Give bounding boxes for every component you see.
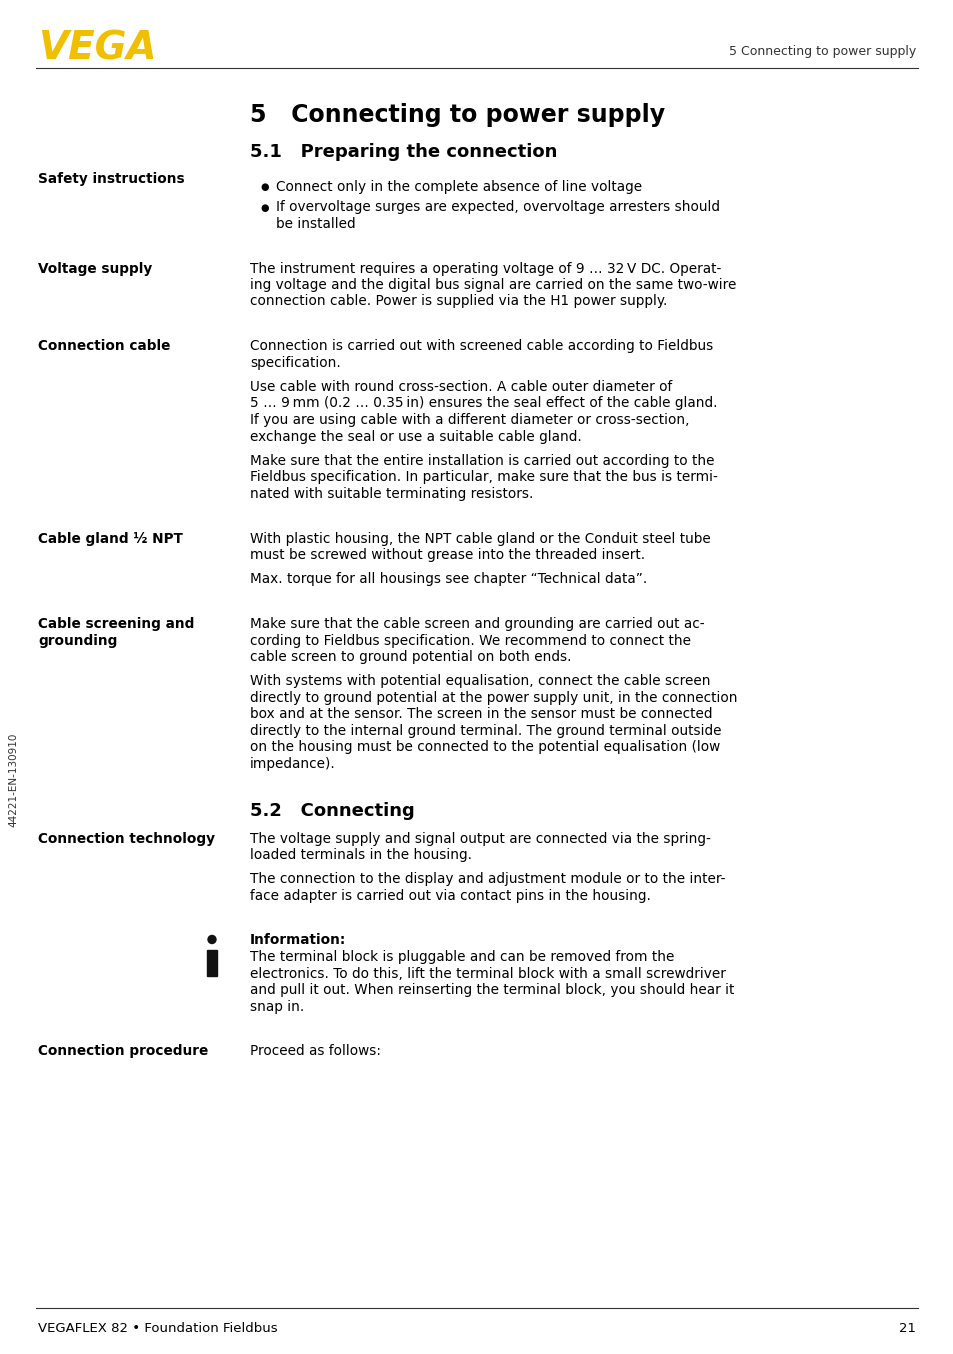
Text: Connection technology: Connection technology <box>38 831 214 845</box>
Text: be installed: be installed <box>275 217 355 232</box>
Text: If you are using cable with a different diameter or cross-section,: If you are using cable with a different … <box>250 413 689 427</box>
Text: and pull it out. When reinserting the terminal block, you should hear it: and pull it out. When reinserting the te… <box>250 983 734 997</box>
Text: Connection is carried out with screened cable according to Fieldbus: Connection is carried out with screened … <box>250 338 713 353</box>
Text: Cable gland ½ NPT: Cable gland ½ NPT <box>38 532 183 546</box>
Text: connection cable. Power is supplied via the H1 power supply.: connection cable. Power is supplied via … <box>250 295 667 309</box>
Text: VEGAFLEX 82 • Foundation Fieldbus: VEGAFLEX 82 • Foundation Fieldbus <box>38 1322 277 1335</box>
Text: cable screen to ground potential on both ends.: cable screen to ground potential on both… <box>250 650 571 663</box>
Text: must be screwed without grease into the threaded insert.: must be screwed without grease into the … <box>250 548 644 562</box>
FancyBboxPatch shape <box>207 949 216 975</box>
Text: 44221-EN-130910: 44221-EN-130910 <box>8 733 18 827</box>
Text: The connection to the display and adjustment module or to the inter-: The connection to the display and adjust… <box>250 872 724 887</box>
Text: directly to the internal ground terminal. The ground terminal outside: directly to the internal ground terminal… <box>250 724 720 738</box>
Text: Connect only in the complete absence of line voltage: Connect only in the complete absence of … <box>275 180 641 194</box>
Text: Information:: Information: <box>250 933 346 948</box>
Text: If overvoltage surges are expected, overvoltage arresters should: If overvoltage surges are expected, over… <box>275 200 720 214</box>
Text: 5   Connecting to power supply: 5 Connecting to power supply <box>250 103 664 127</box>
Text: exchange the seal or use a suitable cable gland.: exchange the seal or use a suitable cabl… <box>250 429 581 444</box>
Circle shape <box>208 936 215 944</box>
Text: 5.1   Preparing the connection: 5.1 Preparing the connection <box>250 144 557 161</box>
Text: Use cable with round cross-section. A cable outer diameter of: Use cable with round cross-section. A ca… <box>250 380 672 394</box>
Text: With plastic housing, the NPT cable gland or the Conduit steel tube: With plastic housing, the NPT cable glan… <box>250 532 710 546</box>
Text: Proceed as follows:: Proceed as follows: <box>250 1044 380 1057</box>
Text: snap in.: snap in. <box>250 999 304 1014</box>
Text: Make sure that the cable screen and grounding are carried out ac-: Make sure that the cable screen and grou… <box>250 617 704 631</box>
Text: 21: 21 <box>898 1322 915 1335</box>
Text: ●: ● <box>260 181 268 192</box>
Text: directly to ground potential at the power supply unit, in the connection: directly to ground potential at the powe… <box>250 691 737 705</box>
Text: Cable screening and: Cable screening and <box>38 617 194 631</box>
Text: Connection cable: Connection cable <box>38 338 171 353</box>
Text: Fieldbus specification. In particular, make sure that the bus is termi-: Fieldbus specification. In particular, m… <box>250 470 717 485</box>
Text: Make sure that the entire installation is carried out according to the: Make sure that the entire installation i… <box>250 454 714 468</box>
Text: box and at the sensor. The screen in the sensor must be connected: box and at the sensor. The screen in the… <box>250 708 712 722</box>
Text: The voltage supply and signal output are connected via the spring-: The voltage supply and signal output are… <box>250 831 710 845</box>
Text: With systems with potential equalisation, connect the cable screen: With systems with potential equalisation… <box>250 674 710 688</box>
Text: ing voltage and the digital bus signal are carried on the same two-wire: ing voltage and the digital bus signal a… <box>250 278 736 292</box>
Text: The terminal block is pluggable and can be removed from the: The terminal block is pluggable and can … <box>250 951 674 964</box>
Text: nated with suitable terminating resistors.: nated with suitable terminating resistor… <box>250 487 533 501</box>
Text: impedance).: impedance). <box>250 757 335 770</box>
Text: 5 Connecting to power supply: 5 Connecting to power supply <box>728 46 915 58</box>
Text: specification.: specification. <box>250 356 340 370</box>
Text: VEGA: VEGA <box>38 28 156 66</box>
Text: The instrument requires a operating voltage of 9 … 32 V DC. Operat-: The instrument requires a operating volt… <box>250 261 720 275</box>
Text: Max. torque for all housings see chapter “Technical data”.: Max. torque for all housings see chapter… <box>250 573 646 586</box>
Text: electronics. To do this, lift the terminal block with a small screwdriver: electronics. To do this, lift the termin… <box>250 967 725 980</box>
Text: grounding: grounding <box>38 634 117 647</box>
Text: cording to Fieldbus specification. We recommend to connect the: cording to Fieldbus specification. We re… <box>250 634 690 647</box>
Text: loaded terminals in the housing.: loaded terminals in the housing. <box>250 848 472 862</box>
Text: 5 … 9 mm (0.2 … 0.35 in) ensures the seal effect of the cable gland.: 5 … 9 mm (0.2 … 0.35 in) ensures the sea… <box>250 397 717 410</box>
Text: 5.2   Connecting: 5.2 Connecting <box>250 802 415 819</box>
Text: Safety instructions: Safety instructions <box>38 172 185 185</box>
Text: face adapter is carried out via contact pins in the housing.: face adapter is carried out via contact … <box>250 890 650 903</box>
Text: Connection procedure: Connection procedure <box>38 1044 208 1057</box>
Text: Voltage supply: Voltage supply <box>38 261 152 275</box>
Text: on the housing must be connected to the potential equalisation (low: on the housing must be connected to the … <box>250 741 720 754</box>
Text: ●: ● <box>260 203 268 213</box>
